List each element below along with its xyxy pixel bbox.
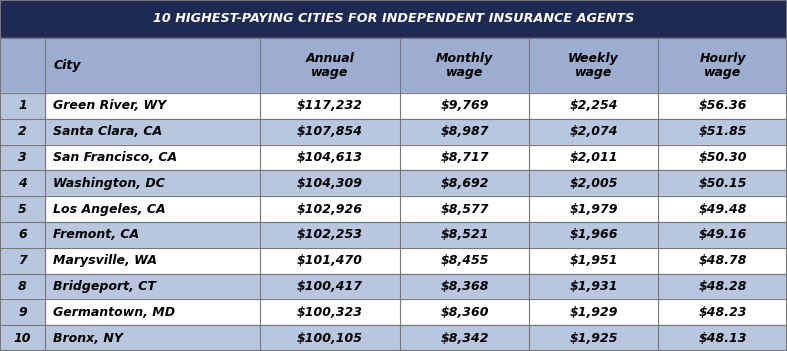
Text: $1,925: $1,925 xyxy=(569,332,618,345)
Text: $2,005: $2,005 xyxy=(569,177,618,190)
Text: Annual
wage: Annual wage xyxy=(305,52,354,79)
Text: $9,769: $9,769 xyxy=(440,99,489,112)
Text: $8,577: $8,577 xyxy=(440,203,489,216)
Text: $8,717: $8,717 xyxy=(440,151,489,164)
Text: 6: 6 xyxy=(18,229,27,241)
Text: $100,105: $100,105 xyxy=(297,332,363,345)
Text: $8,692: $8,692 xyxy=(440,177,489,190)
Text: Los Angeles, CA: Los Angeles, CA xyxy=(54,203,166,216)
Text: $2,011: $2,011 xyxy=(569,151,618,164)
Text: $2,254: $2,254 xyxy=(569,99,618,112)
Text: Marysville, WA: Marysville, WA xyxy=(54,254,157,267)
Text: San Francisco, CA: San Francisco, CA xyxy=(54,151,177,164)
Text: $102,253: $102,253 xyxy=(297,229,363,241)
Text: $117,232: $117,232 xyxy=(297,99,363,112)
Text: Bronx, NY: Bronx, NY xyxy=(54,332,123,345)
Text: $49.48: $49.48 xyxy=(698,203,747,216)
Text: $1,931: $1,931 xyxy=(569,280,618,293)
Text: 10: 10 xyxy=(14,332,31,345)
Text: $48.13: $48.13 xyxy=(698,332,747,345)
Text: $49.16: $49.16 xyxy=(698,229,747,241)
Text: $100,323: $100,323 xyxy=(297,306,363,319)
Text: $2,074: $2,074 xyxy=(569,125,618,138)
Text: $8,521: $8,521 xyxy=(440,229,489,241)
Text: Monthly
wage: Monthly wage xyxy=(436,52,493,79)
Text: $51.85: $51.85 xyxy=(698,125,747,138)
Text: $48.23: $48.23 xyxy=(698,306,747,319)
Text: $104,613: $104,613 xyxy=(297,151,363,164)
Text: Green River, WY: Green River, WY xyxy=(54,99,166,112)
Text: $1,929: $1,929 xyxy=(569,306,618,319)
Text: $8,368: $8,368 xyxy=(440,280,489,293)
Text: $8,455: $8,455 xyxy=(440,254,489,267)
Text: $48.28: $48.28 xyxy=(698,280,747,293)
Text: $8,342: $8,342 xyxy=(440,332,489,345)
Text: Germantown, MD: Germantown, MD xyxy=(54,306,176,319)
Text: $100,417: $100,417 xyxy=(297,280,363,293)
Text: 9: 9 xyxy=(18,306,27,319)
Text: 1: 1 xyxy=(18,99,27,112)
Text: Hourly
wage: Hourly wage xyxy=(699,52,746,79)
Text: $1,951: $1,951 xyxy=(569,254,618,267)
Text: $50.30: $50.30 xyxy=(698,151,747,164)
Text: $102,926: $102,926 xyxy=(297,203,363,216)
Text: $48.78: $48.78 xyxy=(698,254,747,267)
Text: 5: 5 xyxy=(18,203,27,216)
Text: Weekly
wage: Weekly wage xyxy=(568,52,619,79)
Text: Santa Clara, CA: Santa Clara, CA xyxy=(54,125,162,138)
Text: Bridgeport, CT: Bridgeport, CT xyxy=(54,280,156,293)
Text: $1,966: $1,966 xyxy=(569,229,618,241)
Text: $56.36: $56.36 xyxy=(698,99,747,112)
Text: $8,360: $8,360 xyxy=(440,306,489,319)
Text: $50.15: $50.15 xyxy=(698,177,747,190)
Text: $107,854: $107,854 xyxy=(297,125,363,138)
Text: Washington, DC: Washington, DC xyxy=(54,177,165,190)
Text: $101,470: $101,470 xyxy=(297,254,363,267)
Text: $1,979: $1,979 xyxy=(569,203,618,216)
Text: City: City xyxy=(54,59,80,72)
Text: 3: 3 xyxy=(18,151,27,164)
Text: 7: 7 xyxy=(18,254,27,267)
Text: 10 HIGHEST-PAYING CITIES FOR INDEPENDENT INSURANCE AGENTS: 10 HIGHEST-PAYING CITIES FOR INDEPENDENT… xyxy=(153,13,634,26)
Text: $8,987: $8,987 xyxy=(440,125,489,138)
Text: 8: 8 xyxy=(18,280,27,293)
Text: Fremont, CA: Fremont, CA xyxy=(54,229,139,241)
Text: $104,309: $104,309 xyxy=(297,177,363,190)
Text: 4: 4 xyxy=(18,177,27,190)
Text: 2: 2 xyxy=(18,125,27,138)
